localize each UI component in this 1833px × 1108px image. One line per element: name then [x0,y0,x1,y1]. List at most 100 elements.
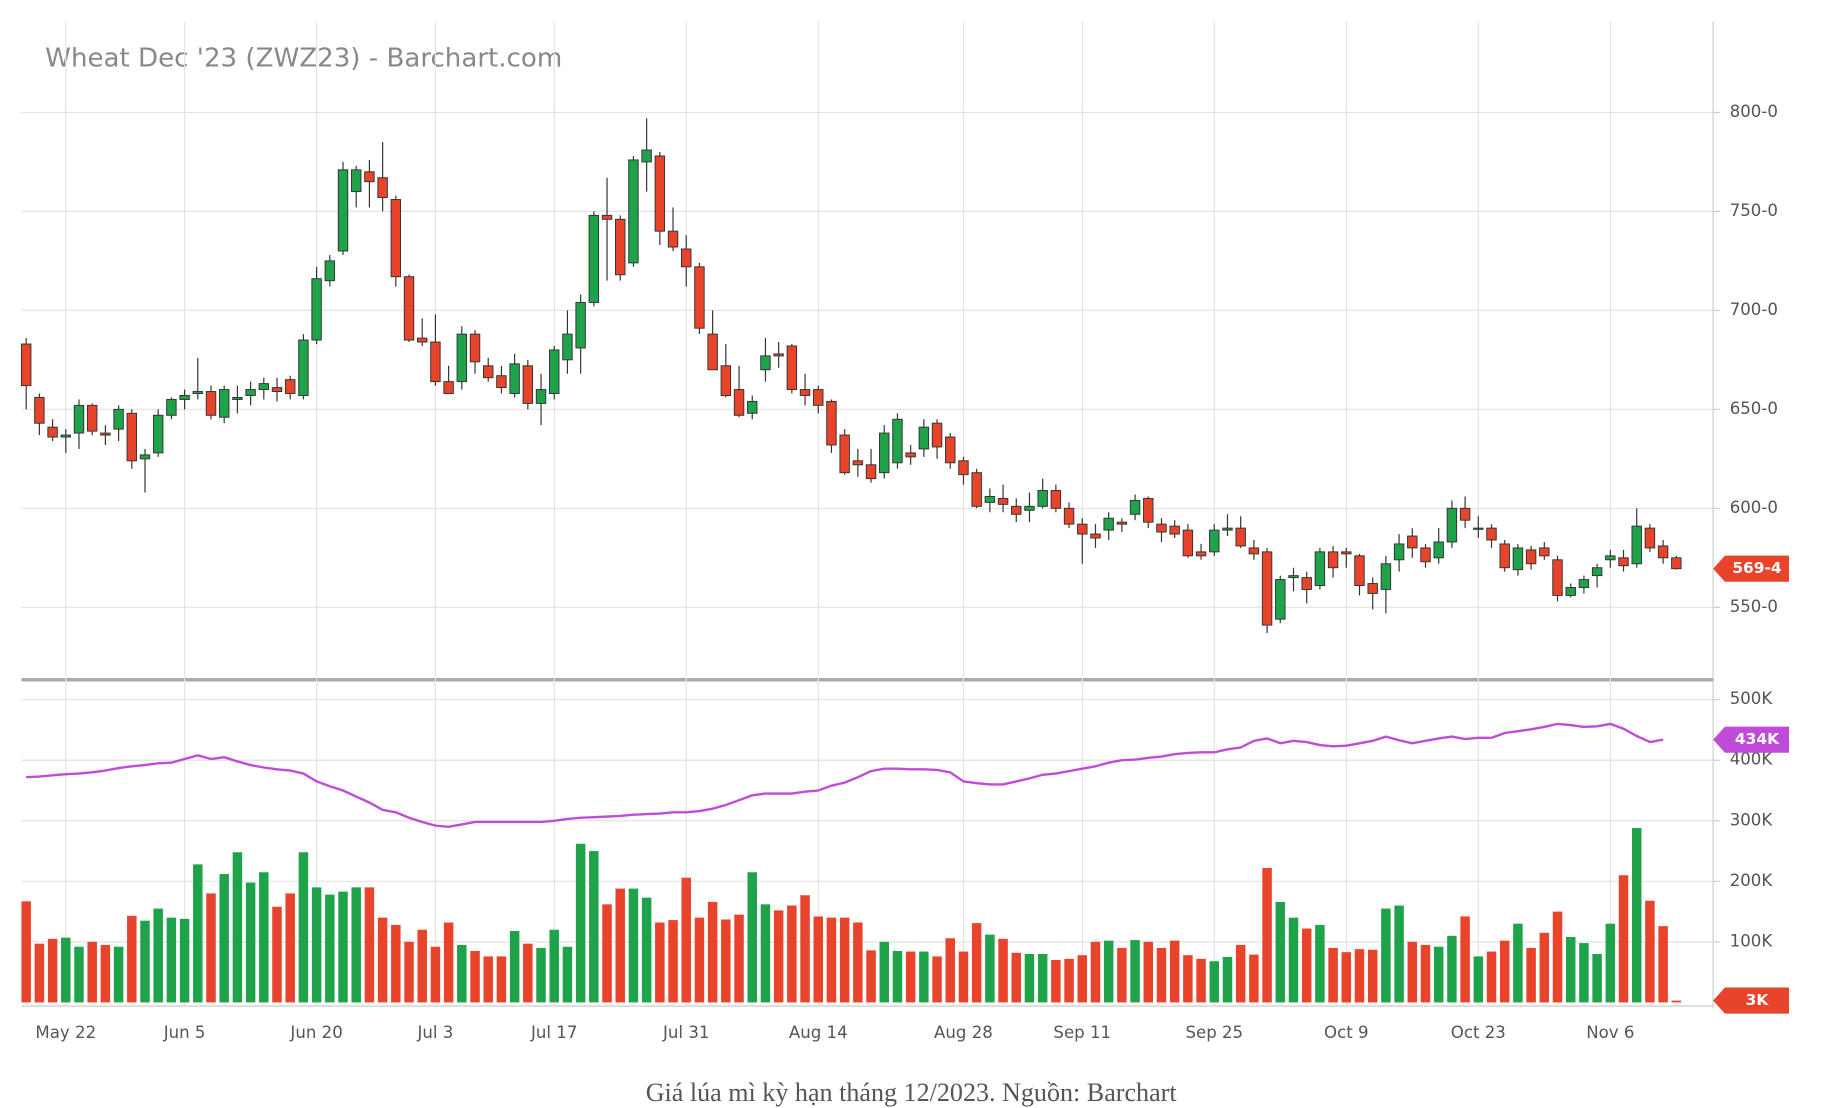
volume-bar [87,941,97,1003]
volume-bar [787,905,797,1003]
volume-bar [1579,943,1589,1003]
volume-bar [1222,957,1233,1003]
candle-body [350,169,362,193]
value-badge-label: 434K [1735,730,1780,748]
candle-body [483,365,494,379]
candle-body [1433,541,1444,559]
volume-bar [1526,947,1536,1003]
x-tick-label: Jul 17 [530,1023,577,1042]
candle-body [284,379,296,394]
volume-bar [628,888,639,1003]
value-badge [1713,555,1790,582]
candle-body [113,408,124,430]
volume-bar [113,946,124,1003]
volume-bar [562,946,573,1003]
volume-bar [1051,960,1061,1003]
volume-bar [945,938,956,1003]
candle-body [1314,551,1326,586]
candle-body [1539,547,1550,557]
candle-body [852,460,864,466]
y2-tick-label: 400K [1730,750,1774,769]
volume-bar [1262,868,1272,1003]
candle-body [86,404,98,432]
candle-body [298,339,309,396]
volume-bar [589,851,599,1003]
candle-body [1631,525,1642,565]
volume-bar [721,919,731,1003]
candle-body [1275,579,1286,620]
volume-bar [34,943,45,1003]
candle-body [1209,529,1220,553]
candle-body [1512,547,1524,571]
candle-body [1129,499,1141,515]
candle-body [1499,543,1510,569]
candle-body [324,260,336,282]
candle-body [681,248,692,268]
candle-body [1671,557,1682,570]
volume-bar [100,944,111,1003]
y2-tick-label: 300K [1730,810,1774,829]
volume-bar [1183,955,1193,1003]
y-tick-label: 600-0 [1730,498,1778,517]
candle-body [390,199,402,278]
candle-body [1288,575,1299,579]
volume-bar [140,920,150,1003]
volume-bar [575,843,586,1003]
volume-bar [1196,958,1206,1003]
volume-bar [1354,949,1365,1003]
candle-body [1446,507,1458,543]
volume-bar [47,938,58,1003]
volume-bar [443,922,454,1003]
volume-bar [707,901,718,1003]
volume-bar [1288,917,1299,1003]
volume-bar [998,938,1008,1003]
candle-body [1011,505,1022,515]
candle-body [720,365,732,396]
candle-body [73,404,85,434]
volume-bar [958,951,969,1003]
candle-body [1169,525,1180,535]
volume-bar [1011,952,1022,1003]
volume-bar [1486,951,1497,1003]
candle-body [416,337,428,343]
x-tick-label: May 22 [35,1023,96,1042]
volume-bar [826,917,837,1003]
volume-bar [1367,949,1378,1003]
candle-body [139,454,151,460]
candle-body [469,333,481,363]
volume-bar [1381,908,1391,1003]
volume-bar [1552,911,1563,1003]
candle-body [905,452,916,458]
candle-body [1341,551,1352,555]
volume-bar [509,930,520,1003]
open-interest-line [26,722,1664,829]
x-tick-label: Aug 14 [789,1023,848,1042]
candle-body [628,159,639,264]
volume-bar [127,915,137,1003]
candle-body [271,387,283,393]
candle-body [879,432,890,474]
candle-body [799,389,811,396]
candle-body [1050,490,1062,509]
volume-bar [641,897,652,1003]
volume-bar [1407,941,1418,1003]
volume-bar [470,950,480,1003]
volume-bar [536,947,546,1003]
volume-bar [760,904,771,1003]
volume-bar [61,937,71,1003]
x-tick-label: Oct 9 [1324,1023,1369,1042]
candle-body [364,171,375,183]
volume-bar [457,944,467,1003]
volume-bar [655,922,665,1003]
volume-bar [1539,932,1550,1003]
candle-body [47,426,58,438]
candle-body [232,396,243,400]
y2-tick-label: 100K [1730,931,1774,950]
volume-bar [298,852,309,1003]
volume-bar [1433,946,1444,1003]
candle-body [20,343,32,387]
candle-body [443,381,454,394]
y-tick-label: 700-0 [1730,300,1778,319]
volume-bar [879,941,890,1003]
